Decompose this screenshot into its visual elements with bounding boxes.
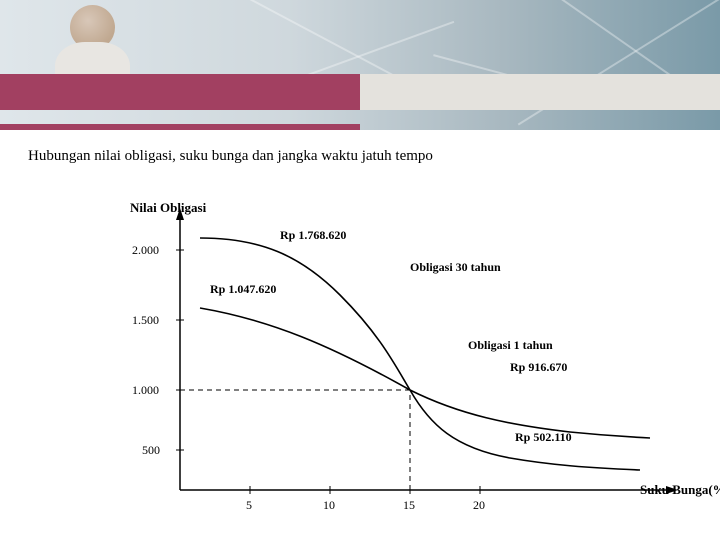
- y-tick-2000: 2.000: [132, 243, 159, 258]
- annot-right-upper: Rp 916.670: [510, 360, 567, 375]
- slide-header: [0, 0, 720, 130]
- x-tick-20: 20: [473, 498, 485, 513]
- y-tick-500: 500: [142, 443, 160, 458]
- annot-top-value: Rp 1.768.620: [280, 228, 346, 243]
- header-ribbon: [0, 74, 720, 110]
- annot-right-lower: Rp 502.110: [515, 430, 572, 445]
- x-tick-5: 5: [246, 498, 252, 513]
- curve-1-tahun: [200, 308, 650, 438]
- annot-mid-left-value: Rp 1.047.620: [210, 282, 276, 297]
- annot-curve1-label: Obligasi 1 tahun: [468, 338, 553, 353]
- y-tick-1000: 1.000: [132, 383, 159, 398]
- y-tick-1500: 1.500: [132, 313, 159, 328]
- chart-svg: [110, 200, 690, 520]
- header-underline: [0, 124, 360, 130]
- x-tick-15: 15: [403, 498, 415, 513]
- slide-title: Hubungan nilai obligasi, suku bunga dan …: [28, 148, 433, 165]
- y-axis-title: Nilai Obligasi: [130, 200, 206, 216]
- ribbon-left: [0, 74, 360, 110]
- ribbon-right: [360, 74, 720, 110]
- bond-chart: Nilai Obligasi Suku Bunga(%) 2.000 1.500…: [110, 200, 690, 520]
- header-photo-bg: [0, 0, 720, 130]
- x-axis-title: Suku Bunga(%): [640, 482, 720, 498]
- annot-curve30-label: Obligasi 30 tahun: [410, 260, 501, 275]
- x-tick-10: 10: [323, 498, 335, 513]
